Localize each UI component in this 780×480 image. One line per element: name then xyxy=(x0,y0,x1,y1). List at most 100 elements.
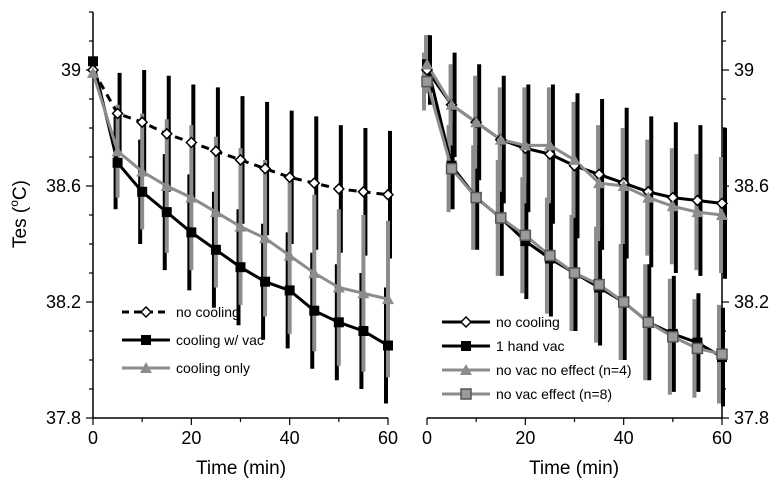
data-point xyxy=(141,335,151,345)
data-point xyxy=(111,107,124,120)
data-point xyxy=(460,364,472,375)
data-point xyxy=(421,58,433,70)
left-error-bars xyxy=(113,70,392,404)
data-point xyxy=(593,278,605,291)
left-legend: no cooling cooling w/ vac cooling only xyxy=(122,304,264,376)
right-markers xyxy=(420,58,729,363)
data-point xyxy=(544,249,556,262)
data-point xyxy=(210,244,221,255)
data-point xyxy=(283,171,296,184)
data-point xyxy=(593,177,606,189)
legend-label: no cooling xyxy=(176,304,240,320)
data-point xyxy=(160,180,173,191)
data-point xyxy=(495,212,507,224)
y-tick-label: 38.2 xyxy=(46,292,81,312)
data-point xyxy=(185,136,198,149)
data-point xyxy=(235,262,246,273)
data-point xyxy=(88,56,98,67)
data-point xyxy=(445,98,458,110)
data-point xyxy=(460,388,472,400)
left-markers xyxy=(86,56,395,351)
data-point xyxy=(357,287,370,299)
data-point xyxy=(716,348,728,360)
legend-label: no vac no effect (n=4) xyxy=(496,362,632,378)
data-point xyxy=(139,305,153,319)
data-point xyxy=(160,127,173,140)
x-tick-label: 60 xyxy=(378,428,398,448)
data-point xyxy=(234,153,247,166)
data-point xyxy=(185,191,198,203)
data-point xyxy=(333,317,344,328)
data-point xyxy=(137,186,148,197)
y-tick-label: 38.6 xyxy=(734,176,769,196)
data-point xyxy=(543,139,556,151)
data-point xyxy=(260,276,271,287)
y-tick-label: 37.8 xyxy=(734,408,769,428)
data-point xyxy=(357,185,370,198)
data-point xyxy=(332,281,345,293)
data-point xyxy=(715,197,729,210)
data-point xyxy=(568,267,581,279)
data-point xyxy=(519,139,532,151)
left-y-axis-label: Tes (oC) xyxy=(7,180,31,248)
data-point xyxy=(470,116,483,128)
right-x-axis-label: Time (min) xyxy=(529,458,619,479)
data-point xyxy=(308,267,321,278)
y-tick-label: 39 xyxy=(734,60,754,80)
data-point xyxy=(209,206,222,218)
data-point xyxy=(309,305,320,316)
data-point xyxy=(284,285,295,296)
x-tick-label: 40 xyxy=(614,428,634,448)
data-point xyxy=(140,362,152,373)
data-point xyxy=(666,200,679,212)
data-point xyxy=(358,326,369,336)
data-point xyxy=(283,249,296,261)
data-point xyxy=(383,340,393,351)
left-x-axis-label: Time (min) xyxy=(196,458,286,479)
right-panel: 37.8 38.2 38.6 39 0 20 40 60 Time (min) no cool… xyxy=(420,11,769,479)
data-point xyxy=(112,157,123,168)
data-point xyxy=(470,191,482,204)
data-point xyxy=(692,337,703,348)
data-point xyxy=(382,293,394,305)
x-tick-label: 0 xyxy=(422,428,432,448)
data-point xyxy=(568,153,581,165)
data-point xyxy=(332,182,345,195)
x-tick-label: 60 xyxy=(712,428,732,448)
data-point xyxy=(136,116,149,129)
data-point xyxy=(461,341,471,351)
data-point xyxy=(642,191,655,203)
data-point xyxy=(308,177,321,190)
data-point xyxy=(87,66,99,78)
data-point xyxy=(691,342,704,355)
data-point xyxy=(520,236,531,247)
data-point xyxy=(161,207,172,218)
data-point xyxy=(642,316,654,329)
x-tick-label: 20 xyxy=(181,428,201,448)
right-legend: no cooling 1 hand vac no vac no effect (n=… xyxy=(442,314,632,402)
data-point xyxy=(186,227,197,238)
left-ticks: 37.8 38.2 38.6 39 0 20 40 60 xyxy=(46,11,398,448)
x-tick-label: 40 xyxy=(280,428,300,448)
data-point xyxy=(136,165,149,177)
data-point xyxy=(381,188,395,201)
legend-label: no cooling xyxy=(496,314,560,330)
data-point xyxy=(543,148,556,161)
data-point xyxy=(459,315,473,329)
x-tick-label: 20 xyxy=(515,428,535,448)
data-point xyxy=(691,206,704,218)
y-tick-label: 37.8 xyxy=(46,408,81,428)
legend-label: cooling only xyxy=(176,360,250,376)
data-point xyxy=(259,232,272,244)
data-point xyxy=(421,75,433,88)
y-tick-label: 38.6 xyxy=(46,176,81,196)
data-point xyxy=(691,194,704,207)
data-point xyxy=(445,162,458,175)
legend-label: cooling w/ vac xyxy=(176,332,264,348)
y-tick-label: 39 xyxy=(61,60,81,80)
data-point xyxy=(617,180,630,191)
left-panel: 37.8 38.2 38.6 39 0 20 40 60 Tes (oC) Time (min… xyxy=(7,11,398,479)
data-point xyxy=(111,145,124,157)
data-point xyxy=(259,162,272,175)
